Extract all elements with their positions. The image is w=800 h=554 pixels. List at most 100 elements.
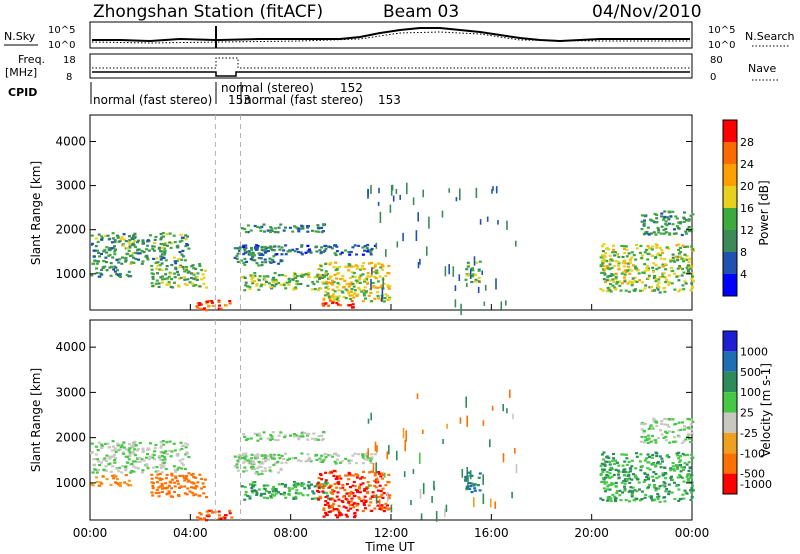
power-echo-cell-2	[151, 277, 155, 280]
velocity-echo-cell-0	[153, 447, 157, 450]
velocity-echo-cell-0	[157, 455, 161, 458]
power-echo-cell-2	[177, 285, 181, 288]
velocity-echo-cell-11	[680, 466, 684, 469]
power-echo-cell-0	[97, 251, 101, 254]
power-echo-cell-2	[167, 283, 171, 286]
velocity-echo-cell-7	[251, 481, 255, 484]
velocity-echo-cell-5	[335, 458, 339, 461]
velocity-echo-cell-6	[317, 435, 321, 438]
velocity-echo-cell-8	[382, 510, 386, 513]
power-echo-cell-8	[333, 273, 337, 276]
power-echo-cell-11	[680, 274, 684, 277]
velocity-echo-cell-12	[640, 435, 644, 439]
power-echo-cell-4	[250, 255, 254, 258]
power-echo-cell-4	[268, 260, 272, 263]
power-echo-cell-11	[617, 255, 621, 259]
power-echo-cell-8	[384, 275, 388, 278]
velocity-echo-cell-5	[286, 458, 290, 461]
power-echo-cell-11	[615, 280, 619, 283]
power-echo-cell-7	[248, 286, 252, 289]
velocity-echo-cell-5	[241, 457, 244, 460]
power-scatter-streak	[460, 303, 462, 316]
power-echo-cell-6	[274, 227, 278, 230]
velocity-echo-cell-11	[635, 490, 639, 493]
velocity-echo-cell-0	[153, 450, 157, 453]
power-echo-cell-8	[324, 290, 328, 293]
velocity-echo-cell-6	[279, 431, 283, 434]
power-echo-cell-11	[676, 259, 680, 262]
power-echo-cell-11	[623, 278, 627, 282]
power-ytick-label: 4000	[55, 134, 86, 148]
power-echo-cell-0	[137, 248, 141, 251]
velocity-scatter-streak	[491, 405, 494, 411]
velocity-echo-cell-0	[113, 453, 116, 456]
power-echo-cell-8	[374, 272, 378, 275]
power-echo-cell-0	[108, 253, 112, 257]
velocity-echo-cell-0	[136, 457, 140, 460]
power-echo-cell-4	[263, 245, 267, 249]
power-echo-cell-7	[288, 279, 292, 282]
power-echo-cell-7	[283, 282, 286, 285]
velocity-echo-cell-7	[322, 491, 326, 494]
velocity-echo-cell-5	[243, 460, 247, 463]
velocity-echo-cell-12	[658, 429, 662, 432]
power-echo-cell-8	[356, 293, 360, 296]
power-echo-cell-8	[370, 300, 374, 303]
power-echo-cell-11	[601, 262, 605, 265]
velocity-echo-cell-6	[255, 434, 259, 437]
velocity-echo-cell-11	[624, 499, 628, 502]
velocity-echo-cell-0	[137, 456, 141, 460]
velocity-echo-cell-4	[250, 466, 253, 469]
velocity-echo-cell-4	[268, 466, 272, 469]
power-echo-cell-8	[354, 264, 358, 267]
power-echo-cell-4	[235, 254, 239, 257]
velocity-echo-cell-6	[299, 435, 302, 438]
velocity-echo-cell-5	[348, 462, 352, 465]
power-echo-cell-7	[271, 281, 275, 284]
power-echo-cell-0	[152, 249, 156, 252]
velocity-echo-cell-6	[320, 434, 324, 437]
power-echo-cell-0	[129, 262, 133, 265]
velocity-echo-cell-4	[277, 471, 281, 474]
power-echo-cell-8	[362, 292, 366, 295]
power-echo-cell-5	[369, 253, 373, 256]
power-echo-cell-4	[263, 258, 267, 261]
power-echo-cell-4	[269, 245, 272, 248]
velocity-echo-cell-8	[367, 504, 371, 507]
power-echo-cell-8	[349, 276, 352, 280]
power-echo-cell-7	[274, 278, 277, 282]
velocity-echo-cell-2	[176, 482, 180, 485]
power-echo-cell-12	[642, 233, 646, 236]
velocity-echo-cell-4	[245, 469, 249, 472]
power-echo-cell-0	[146, 258, 150, 261]
power-echo-cell-11	[623, 280, 627, 283]
power-echo-cell-3	[202, 308, 206, 311]
power-echo-cell-8	[383, 297, 387, 300]
power-echo-cell-0	[181, 249, 185, 252]
velocity-echo-cell-0	[146, 453, 149, 456]
velocity-echo-cell-0	[113, 461, 117, 464]
velocity-echo-cell-10	[478, 489, 482, 492]
velocity-scatter-streak	[386, 491, 389, 502]
velocity-colorbar-tick-label: -1000	[740, 478, 772, 491]
power-echo-cell-5	[296, 250, 300, 254]
velocity-echo-cell-8	[381, 487, 385, 490]
velocity-echo-cell-6	[293, 433, 296, 436]
power-echo-cell-5	[365, 246, 369, 249]
power-scatter-streak	[379, 211, 382, 224]
power-echo-cell-11	[603, 254, 607, 257]
power-echo-cell-0	[181, 255, 185, 258]
power-echo-cell-0	[122, 238, 126, 241]
beam-label: Beam 03	[383, 2, 459, 22]
power-echo-cell-7	[294, 282, 298, 285]
velocity-echo-cell-7	[246, 494, 250, 497]
velocity-echo-cell-2	[204, 478, 207, 481]
power-echo-cell-8	[346, 265, 350, 268]
power-echo-cell-5	[306, 244, 310, 247]
velocity-echo-cell-11	[661, 472, 665, 475]
velocity-echo-cell-11	[642, 480, 646, 483]
power-echo-cell-4	[271, 258, 275, 261]
velocity-echo-cell-11	[643, 496, 647, 499]
velocity-echo-cell-2	[150, 473, 154, 476]
power-echo-cell-8	[380, 284, 384, 287]
